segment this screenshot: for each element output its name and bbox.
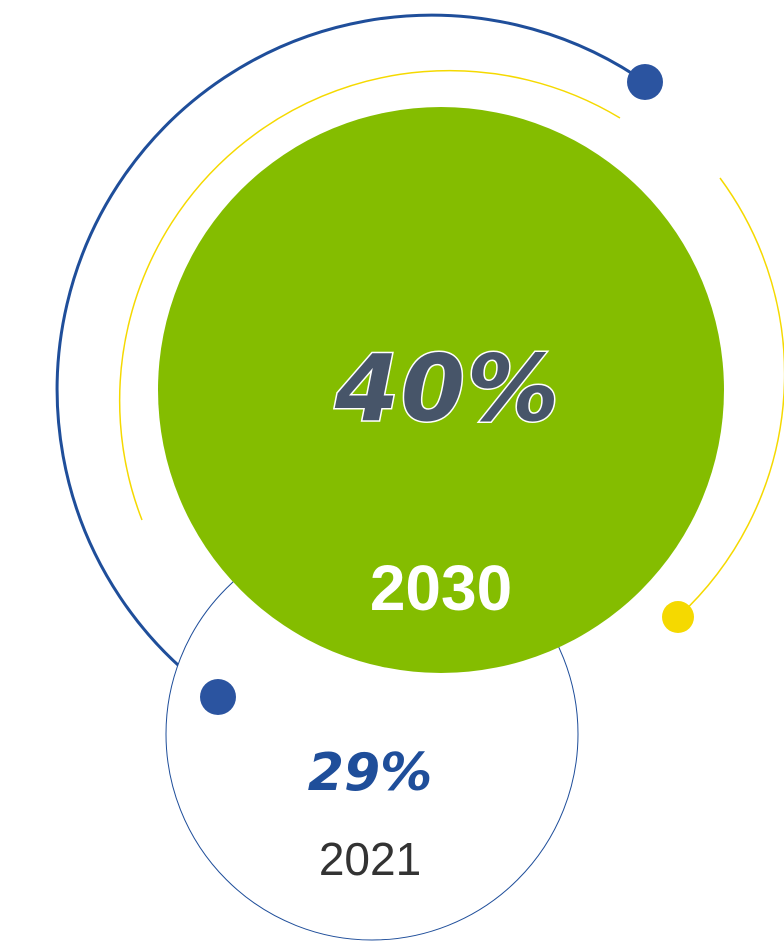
secondary-year: 2021 — [319, 833, 421, 885]
outer-navy-arc — [55, 13, 646, 699]
main-year: 2030 — [370, 552, 512, 624]
navy-dot-top — [627, 64, 663, 100]
yellow-arc-right — [677, 177, 784, 618]
yellow-dot — [662, 601, 694, 633]
secondary-percent: 29% — [308, 743, 432, 803]
navy-dot-bottom — [200, 679, 236, 715]
main-percent: 40% — [334, 335, 561, 442]
main-circle — [158, 107, 724, 673]
yellow-arc-left — [118, 69, 621, 521]
